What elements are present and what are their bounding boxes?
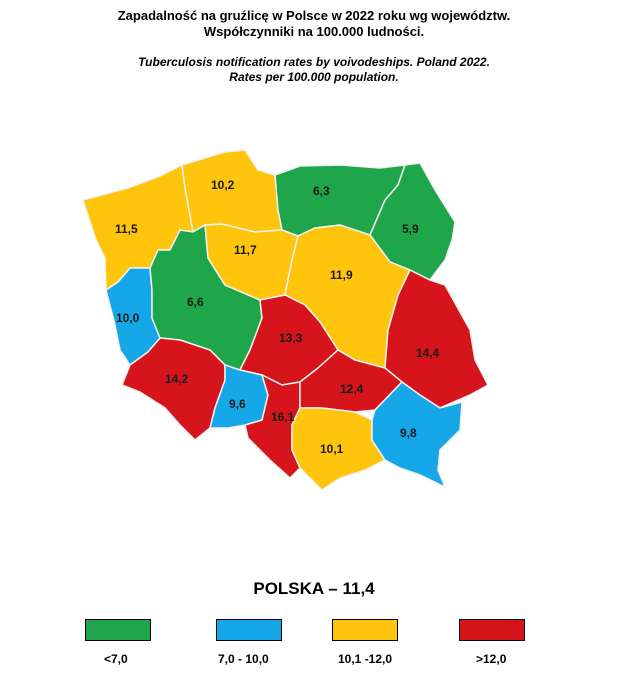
- region-podkarpackie: [371, 381, 463, 489]
- value-label-lubelskie: 14,4: [416, 346, 440, 360]
- value-label-slaskie: 16,1: [271, 410, 295, 424]
- legend-label-below-7: <7,0: [104, 652, 128, 666]
- value-label-mazowieckie: 11,9: [330, 268, 353, 282]
- legend-label-10-to-12: 10,1 -12,0: [338, 652, 393, 666]
- legend-swatch-red: [459, 619, 525, 641]
- legend-label-7-to-10: 7,0 - 10,0: [218, 652, 269, 666]
- title-polish-line-1: Zapadalność na gruźlicę w Polsce w 2022 …: [117, 8, 511, 23]
- value-label-zachodniopomorskie: 11,5: [115, 222, 138, 236]
- value-label-swietokrzyskie: 12,4: [340, 382, 364, 396]
- value-label-podkarpackie: 9,8: [400, 426, 417, 440]
- title-english-line-2: Rates per 100.000 population.: [229, 70, 399, 84]
- title-english-line-1: Tuberculosis notification rates by voivo…: [138, 55, 490, 69]
- legend-swatch-yellow: [332, 619, 398, 641]
- value-label-opolskie: 9,6: [229, 397, 246, 411]
- value-label-podlaskie: 5,9: [402, 222, 419, 236]
- title-polish-line-2: Współczynniki na 100.000 ludności.: [203, 24, 425, 39]
- national-rate-label: POLSKA – 11,4: [253, 579, 375, 598]
- value-label-wielkopolskie: 6,6: [187, 295, 204, 309]
- value-label-warminsko-mazurskie: 6,3: [313, 184, 330, 198]
- value-label-malopolskie: 10,1: [320, 442, 344, 456]
- value-label-dolnoslaskie: 14,2: [165, 372, 189, 386]
- region-lubelskie: [384, 268, 490, 409]
- legend-swatch-blue: [216, 619, 282, 641]
- value-label-pomorskie: 10,2: [211, 178, 235, 192]
- value-label-lubuskie: 10,0: [116, 311, 140, 325]
- value-label-lodzkie: 13,3: [279, 331, 303, 345]
- region-malopolskie: [291, 407, 387, 491]
- poland-voivodeship-map: 11,5 10,2 6,3 5,9 10,0 6,6 11,7 11,9 13,…: [82, 149, 490, 491]
- legend-label-above-12: >12,0: [476, 652, 507, 666]
- legend-swatch-green: [85, 619, 151, 641]
- value-label-kujawsko-pomorskie: 11,7: [234, 243, 257, 257]
